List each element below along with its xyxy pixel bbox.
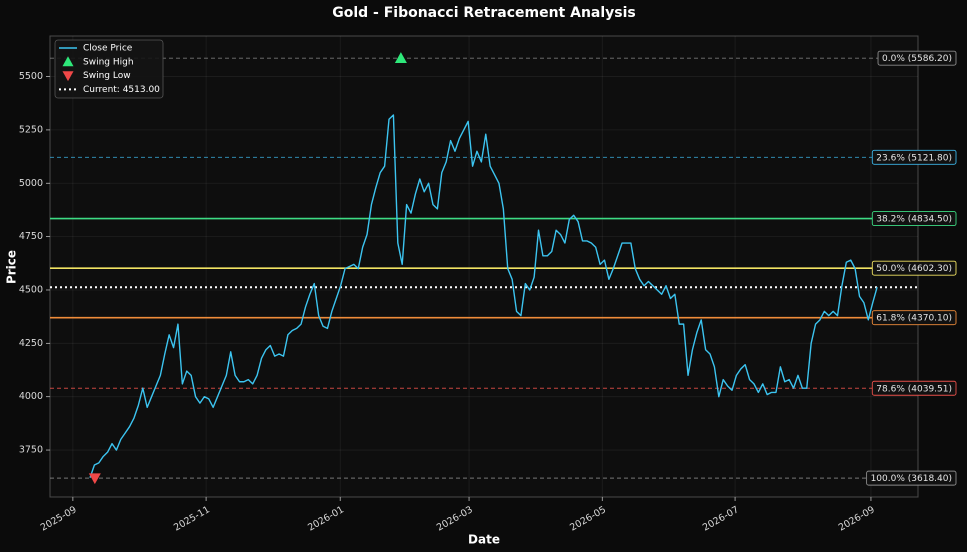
swing-marker <box>394 52 407 63</box>
fib-level-label-box <box>877 50 957 66</box>
chart-title: Gold - Fibonacci Retracement Analysis <box>332 5 636 21</box>
y-tick-label: 4000 <box>19 391 43 402</box>
legend: Close Price Swing High Swing Low Current: 4… <box>54 39 164 99</box>
fib-level-label: 50.0% (4602.30) <box>876 264 952 274</box>
y-tick-label: 4250 <box>19 338 43 349</box>
fib-level-label: 38.2% (4834.50) <box>876 215 952 225</box>
fib-level-label-box <box>871 149 957 165</box>
x-axis-label: Date <box>468 533 500 547</box>
fib-level-label-box <box>866 470 957 486</box>
fib-level-label-box <box>871 260 957 276</box>
fib-level-label: 23.6% (5121.80) <box>876 153 952 163</box>
legend-label: Swing High <box>83 57 134 67</box>
y-tick-label: 3750 <box>19 445 43 456</box>
fib-level-label: 61.8% (4370.10) <box>876 314 952 324</box>
y-tick-label: 5000 <box>19 178 43 189</box>
y-tick-label: 5500 <box>19 71 43 82</box>
fib-level-label-box <box>871 211 957 227</box>
fib-level-label: 0.0% (5586.20) <box>882 54 952 64</box>
y-tick-label: 4500 <box>19 284 43 295</box>
fib-level-label-box <box>871 380 957 396</box>
fib-level-label: 100.0% (3618.40) <box>871 474 952 484</box>
legend-label: Swing Low <box>83 71 131 81</box>
fib-level-label-box <box>871 310 957 326</box>
y-axis-label: Price <box>5 250 19 284</box>
plot-area <box>49 35 919 498</box>
swing-marker <box>88 473 101 485</box>
price-line <box>89 114 878 479</box>
legend-swatch <box>62 71 74 82</box>
legend-label: Current: 4513.00 <box>83 85 160 95</box>
fib-level-label: 78.6% (4039.51) <box>876 384 952 394</box>
legend-box <box>54 39 164 99</box>
y-tick-label: 4750 <box>19 231 43 242</box>
legend-swatch <box>62 56 74 67</box>
legend-label: Close Price <box>83 44 133 54</box>
y-tick-label: 5250 <box>19 124 43 135</box>
